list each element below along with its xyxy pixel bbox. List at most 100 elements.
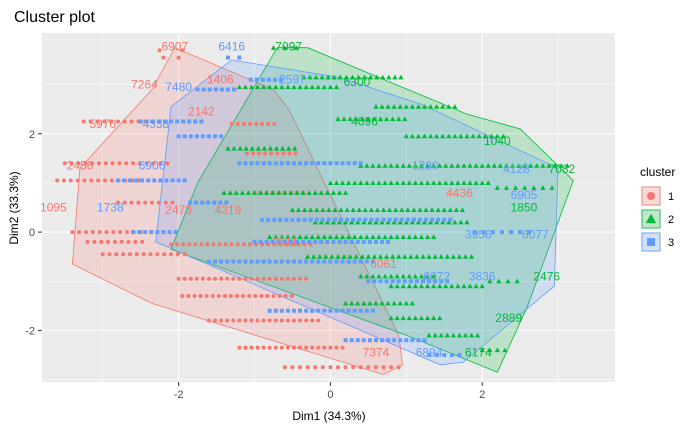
cluster-3-point xyxy=(326,217,331,222)
cluster-2-point xyxy=(403,133,409,139)
cluster-2-point xyxy=(330,190,337,195)
cluster-1-point xyxy=(250,151,255,156)
cluster-2-point xyxy=(514,278,520,284)
cluster-2-point xyxy=(406,234,412,240)
cluster-1-point xyxy=(162,252,167,257)
cluster-3-point xyxy=(527,230,532,235)
cluster-1-point xyxy=(111,230,116,235)
cluster-2-point xyxy=(458,219,464,225)
cluster-2-point xyxy=(364,273,370,279)
cluster-2-point xyxy=(406,273,412,279)
cluster-2-point xyxy=(305,254,311,259)
cluster-2-point xyxy=(385,300,391,306)
cluster-3-point xyxy=(173,230,178,235)
cluster-2-point xyxy=(400,163,406,168)
cluster-2-point xyxy=(406,315,412,321)
cluster-1-point xyxy=(275,151,280,156)
cluster-1-point xyxy=(243,345,248,350)
cluster-2-point xyxy=(311,254,317,259)
cluster-2-point xyxy=(397,219,403,225)
cluster-1-point xyxy=(104,230,109,235)
cluster-3-point xyxy=(182,178,187,183)
cluster-2-point xyxy=(418,234,425,240)
cluster-1-point xyxy=(100,252,105,257)
cluster-3-point xyxy=(375,217,380,222)
cluster-1-point xyxy=(68,178,73,183)
cluster-2-point xyxy=(391,104,397,109)
legend-label-3: 3 xyxy=(668,237,674,249)
grid-lines xyxy=(42,33,615,382)
cluster-3-point xyxy=(237,55,242,60)
cluster-2-point xyxy=(467,163,473,168)
cluster-2-point xyxy=(380,207,387,213)
cluster-3-point xyxy=(243,259,248,264)
cluster-3-point xyxy=(206,134,211,139)
cluster-2-point xyxy=(464,133,470,139)
cluster-3-point xyxy=(340,308,345,313)
cluster-2-point xyxy=(314,207,320,213)
cluster-3-point xyxy=(445,279,450,284)
cluster-3-point xyxy=(414,279,419,284)
cluster-2-point xyxy=(376,163,382,168)
cluster-2-point xyxy=(312,219,318,225)
cluster-2-point xyxy=(362,207,368,213)
cluster-3-point xyxy=(266,217,271,222)
cluster-3-point xyxy=(273,259,278,264)
cluster-2-point xyxy=(321,84,327,90)
point-label: 6416 xyxy=(218,39,245,53)
cluster-1-point xyxy=(265,293,270,298)
cluster-2-point xyxy=(399,207,405,213)
cluster-2-point xyxy=(352,180,358,186)
cluster-2-point xyxy=(431,180,437,186)
cluster-1-point xyxy=(231,318,236,323)
cluster-2-point xyxy=(327,180,333,186)
cluster-3-point xyxy=(255,161,260,166)
cluster-1-point xyxy=(128,252,133,257)
cluster-2-point xyxy=(415,104,422,109)
cluster-3-point xyxy=(337,239,342,244)
cluster-3-point xyxy=(267,259,272,264)
cluster-3-point xyxy=(361,239,366,244)
cluster-3-point xyxy=(156,119,161,124)
cluster-2-point xyxy=(468,254,475,259)
cluster-3-point xyxy=(261,259,266,264)
cluster-1-point xyxy=(287,151,292,156)
cluster-2-point xyxy=(397,104,403,109)
cluster-3-point xyxy=(331,239,336,244)
cluster-1-point xyxy=(310,345,315,350)
cluster-3-point xyxy=(162,119,167,124)
cluster-3-point xyxy=(298,161,303,166)
cluster-3-point xyxy=(304,308,309,313)
cluster-2-point xyxy=(394,283,400,289)
y-tick-label: 2 xyxy=(29,129,35,141)
cluster-3-point xyxy=(373,239,378,244)
cluster-2-point xyxy=(337,74,343,80)
cluster-2-point xyxy=(415,133,422,139)
cluster-3-point xyxy=(248,77,253,82)
cluster-2-point xyxy=(417,207,423,213)
cluster-3-point xyxy=(310,308,315,313)
cluster-2-point xyxy=(382,234,388,240)
cluster-1-point xyxy=(229,121,234,126)
cluster-1-point xyxy=(237,318,242,323)
cluster-1-point xyxy=(290,365,295,370)
cluster-2-point xyxy=(494,133,500,139)
cluster-3-point xyxy=(420,279,425,284)
cluster-2-point xyxy=(326,207,332,213)
cluster-1-point xyxy=(273,276,278,281)
cluster-2-point xyxy=(444,332,450,338)
cluster-2-point xyxy=(239,190,245,195)
cluster-1-point xyxy=(396,365,401,370)
cluster-3-point xyxy=(346,308,351,313)
cluster-2-point xyxy=(476,133,482,139)
cluster-2-point xyxy=(418,180,425,186)
cluster-2-point xyxy=(400,180,406,186)
cluster-2-point xyxy=(427,219,434,225)
cluster-2-point xyxy=(373,104,379,109)
cluster-1-point xyxy=(281,151,286,156)
point-label: 2456 xyxy=(67,159,94,173)
cluster-3-point xyxy=(296,217,301,222)
cluster-2-point xyxy=(393,207,399,213)
cluster-3-point xyxy=(272,217,277,222)
